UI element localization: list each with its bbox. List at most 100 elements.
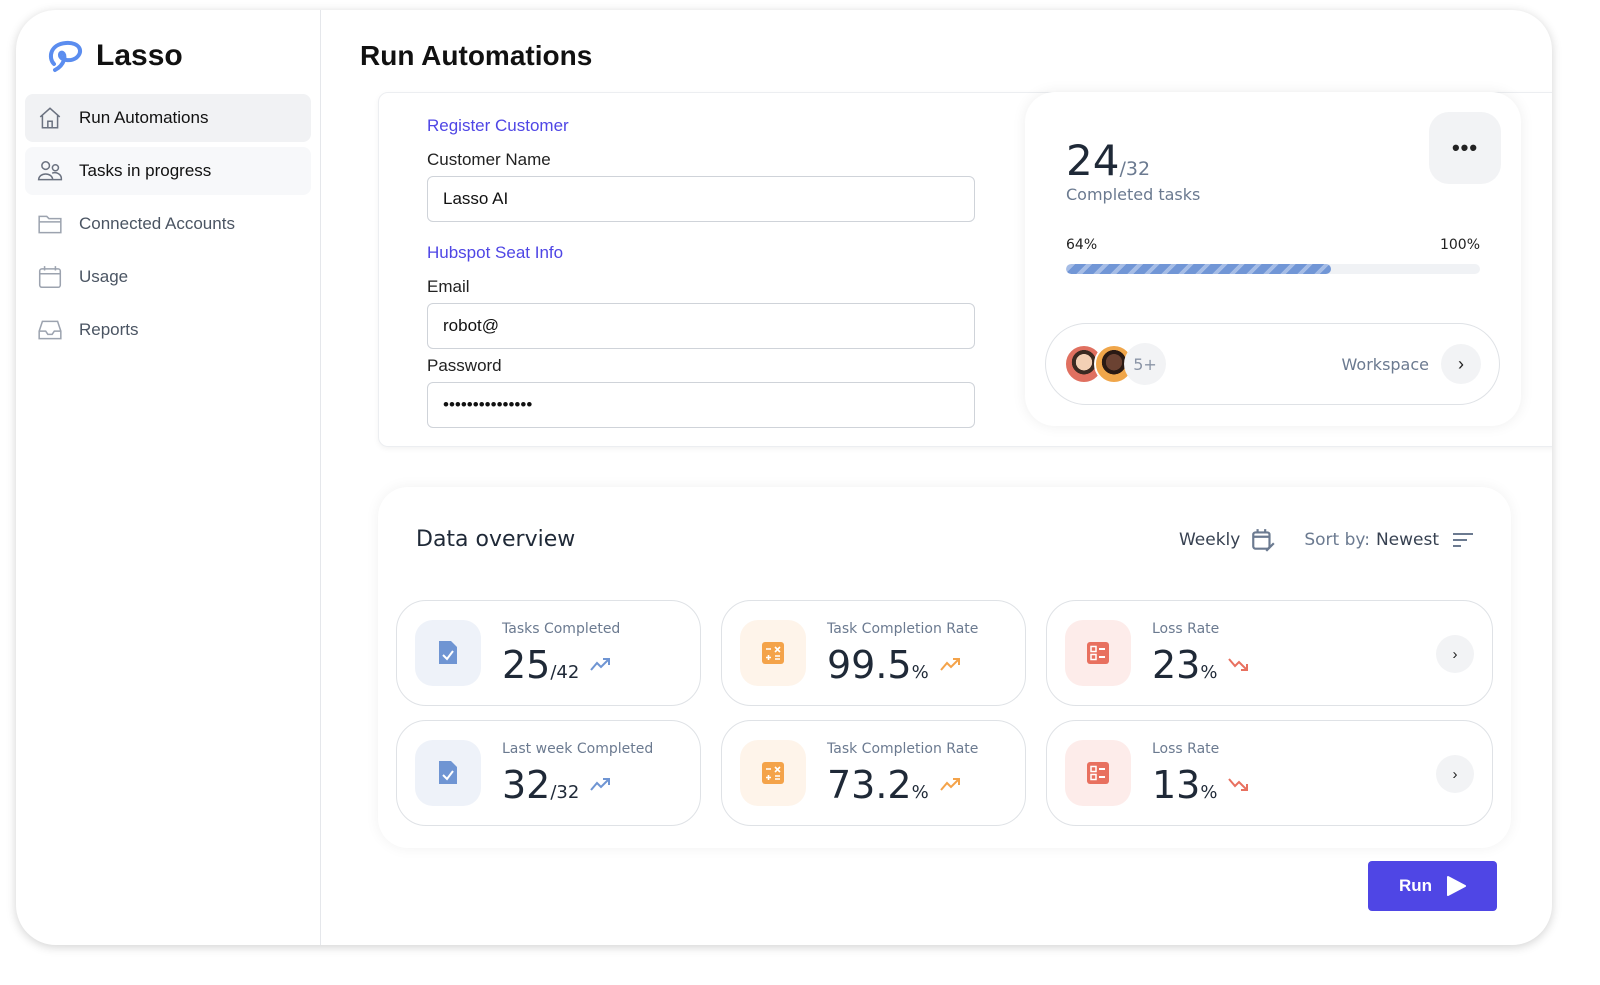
completed-count: 24/32 xyxy=(1066,136,1150,185)
sidebar-item-label: Run Automations xyxy=(79,108,209,127)
run-button[interactable]: Run xyxy=(1368,861,1497,911)
metric-value: 13% xyxy=(1152,763,1251,807)
document-check-icon xyxy=(439,641,457,664)
email-label: Email xyxy=(427,277,470,296)
progress-bar xyxy=(1066,264,1480,274)
trend-down-icon xyxy=(1228,658,1249,671)
sidebar-item-connected-accounts[interactable]: Connected Accounts xyxy=(25,200,311,248)
folder-icon xyxy=(38,215,62,234)
completed-tasks-card: 24/32 Completed tasks ••• 64% 100% 5+ Wo… xyxy=(1025,92,1521,426)
play-icon xyxy=(1447,876,1467,896)
app-name: Lasso xyxy=(96,39,183,72)
chevron-right-icon[interactable]: › xyxy=(1436,635,1474,673)
sort-prefix: Sort by: xyxy=(1304,530,1370,550)
metric-unit: % xyxy=(1200,782,1218,803)
metric-title: Tasks Completed xyxy=(502,621,621,637)
metric-unit: % xyxy=(1200,662,1218,683)
sort-icon[interactable] xyxy=(1449,528,1477,552)
metric-unit: % xyxy=(911,662,929,683)
metric-unit: /32 xyxy=(550,782,580,803)
metric-tile: Loss Rate 23% › xyxy=(1046,600,1493,706)
metric-value: 73.2% xyxy=(827,763,963,807)
metric-icon-box xyxy=(740,620,806,686)
section-heading: Register Customer xyxy=(427,116,569,135)
metric-value: 99.5% xyxy=(827,643,963,687)
sidebar-item-label: Connected Accounts xyxy=(79,214,235,233)
metric-title: Loss Rate xyxy=(1152,741,1220,757)
sidebar-item-label: Reports xyxy=(79,320,139,339)
sidebar-item-run-automations[interactable]: Run Automations xyxy=(25,94,311,142)
password-label: Password xyxy=(427,356,502,375)
trend-up-icon xyxy=(590,658,611,671)
metric-tile: Tasks Completed 25/42 xyxy=(396,600,701,706)
calendar-edit-icon[interactable] xyxy=(1250,527,1276,553)
completed-total: /32 xyxy=(1119,158,1151,180)
completed-caption: Completed tasks xyxy=(1066,185,1201,204)
extra-members-badge: 5+ xyxy=(1124,343,1166,385)
inbox-icon xyxy=(38,320,62,340)
document-check-icon xyxy=(439,761,457,784)
metric-icon-box xyxy=(415,620,481,686)
chevron-right-icon[interactable]: › xyxy=(1436,755,1474,793)
metric-icon-box xyxy=(1065,740,1131,806)
sidebar-item-tasks-in-progress[interactable]: Tasks in progress xyxy=(25,147,311,195)
more-options-button[interactable]: ••• xyxy=(1429,112,1501,184)
metric-number: 73.2 xyxy=(827,763,912,807)
metric-title: Loss Rate xyxy=(1152,621,1220,637)
app-window: Lasso Run Automations Tasks in progress … xyxy=(16,10,1552,945)
calendar-icon xyxy=(38,266,62,289)
metric-unit: /42 xyxy=(550,662,580,683)
overview-controls: Weekly Sort by: Newest xyxy=(1179,527,1477,553)
metric-tile: Task Completion Rate 73.2% xyxy=(721,720,1026,826)
metric-value: 32/32 xyxy=(502,763,613,807)
sidebar: Lasso Run Automations Tasks in progress … xyxy=(16,10,321,945)
completed-value: 24 xyxy=(1066,136,1120,185)
progress-max-label: 100% xyxy=(1439,237,1480,253)
run-label: Run xyxy=(1398,876,1433,895)
list-icon xyxy=(1087,642,1109,664)
data-overview-title: Data overview xyxy=(416,527,576,552)
lasso-logo-icon xyxy=(48,40,83,72)
metric-number: 13 xyxy=(1152,763,1201,807)
logo[interactable]: Lasso xyxy=(46,38,183,74)
password-input[interactable]: ••••••••••••••• xyxy=(427,382,975,428)
metric-tile: Last week Completed 32/32 xyxy=(396,720,701,826)
data-overview-card: Data overview Weekly Sort by: Newest Tas… xyxy=(378,487,1511,848)
metric-icon-box xyxy=(1065,620,1131,686)
chevron-right-icon[interactable]: › xyxy=(1441,344,1481,384)
metric-title: Task Completion Rate xyxy=(827,741,979,757)
metric-title: Last week Completed xyxy=(502,741,654,757)
page-title: Run Automations xyxy=(360,40,593,71)
sidebar-item-usage[interactable]: Usage xyxy=(25,253,311,301)
section-heading: Hubspot Seat Info xyxy=(427,243,564,262)
metric-icon-box xyxy=(415,740,481,806)
sort-selector[interactable]: Newest xyxy=(1375,530,1439,550)
email-input[interactable]: robot@ xyxy=(427,303,975,349)
sidebar-item-reports[interactable]: Reports xyxy=(25,306,311,354)
trend-up-icon xyxy=(590,778,611,791)
progress-label: 64% xyxy=(1066,237,1098,253)
metric-number: 23 xyxy=(1152,643,1201,687)
metric-icon-box xyxy=(740,740,806,806)
metric-title: Task Completion Rate xyxy=(827,621,979,637)
period-selector[interactable]: Weekly xyxy=(1178,530,1241,550)
sidebar-item-label: Tasks in progress xyxy=(79,161,212,180)
calculator-icon xyxy=(762,762,784,784)
progress-fill xyxy=(1066,264,1331,274)
metric-number: 25 xyxy=(502,643,551,687)
metric-tile: Loss Rate 13% › xyxy=(1046,720,1493,826)
calculator-icon xyxy=(762,642,784,664)
trend-up-icon xyxy=(939,778,960,791)
customer-name-input[interactable]: Lasso AI xyxy=(427,176,975,222)
sidebar-item-label: Usage xyxy=(79,267,129,286)
metric-value: 23% xyxy=(1152,643,1251,687)
users-icon xyxy=(37,161,63,181)
metric-value: 25/42 xyxy=(502,643,613,687)
metric-tile: Task Completion Rate 99.5% xyxy=(721,600,1026,706)
sidebar-nav: Run Automations Tasks in progress Connec… xyxy=(25,94,311,359)
workspace-row[interactable]: 5+ Workspace › xyxy=(1045,323,1500,405)
trend-up-icon xyxy=(939,658,960,671)
customer-name-label: Customer Name xyxy=(427,150,551,169)
metric-number: 32 xyxy=(502,763,551,807)
metric-number: 99.5 xyxy=(827,643,912,687)
